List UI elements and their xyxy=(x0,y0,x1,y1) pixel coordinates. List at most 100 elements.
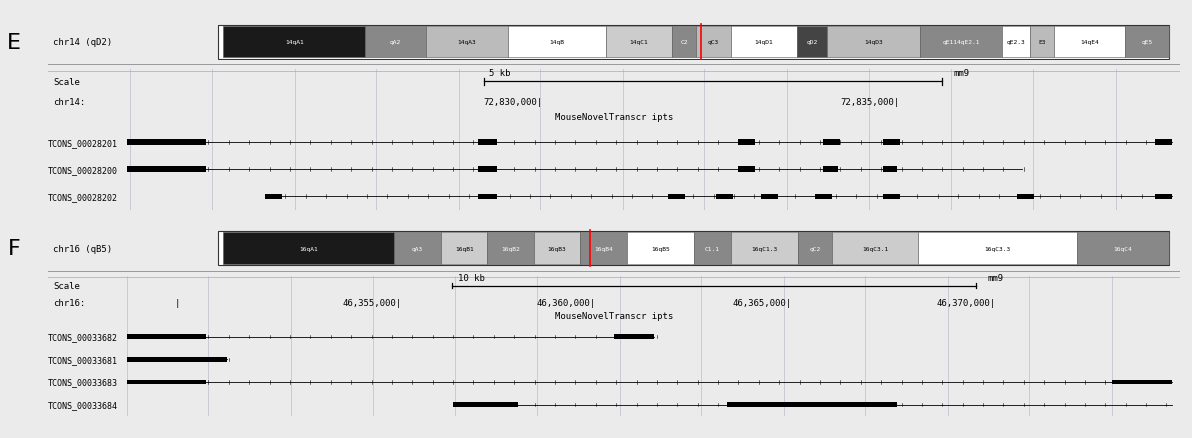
Text: 16qC3.3: 16qC3.3 xyxy=(985,246,1011,251)
Bar xyxy=(1125,27,1168,58)
Text: 16qC4: 16qC4 xyxy=(1113,246,1132,251)
Text: 72,830,000|: 72,830,000| xyxy=(484,98,542,107)
Text: qA2: qA2 xyxy=(390,40,402,45)
Bar xyxy=(223,233,395,264)
Bar xyxy=(478,140,497,145)
Text: 14qA3: 14qA3 xyxy=(458,40,476,45)
Bar xyxy=(426,27,508,58)
Bar xyxy=(1155,140,1172,145)
Bar xyxy=(827,27,920,58)
Text: E3: E3 xyxy=(1038,40,1045,45)
Bar xyxy=(883,140,900,145)
Text: C1.1: C1.1 xyxy=(704,246,720,251)
Bar xyxy=(223,27,366,58)
Bar xyxy=(760,194,778,199)
Bar xyxy=(832,233,918,264)
Text: 14qE4: 14qE4 xyxy=(1080,40,1099,45)
Text: Scale: Scale xyxy=(54,282,80,290)
Bar xyxy=(478,194,497,199)
Text: qE114qE2.1: qE114qE2.1 xyxy=(943,40,980,45)
Bar xyxy=(627,233,694,264)
Bar xyxy=(815,194,832,199)
Text: TCONS_00033684: TCONS_00033684 xyxy=(48,400,118,409)
Text: 16qC1.3: 16qC1.3 xyxy=(751,246,777,251)
Bar xyxy=(694,233,731,264)
Bar xyxy=(1078,233,1168,264)
Text: 16qA1: 16qA1 xyxy=(299,246,318,251)
Bar xyxy=(453,403,517,407)
Bar xyxy=(1155,194,1172,199)
Bar xyxy=(126,335,206,339)
Bar xyxy=(738,140,756,145)
Bar xyxy=(731,233,799,264)
Text: MouseNovelTranscr ipts: MouseNovelTranscr ipts xyxy=(554,311,673,320)
Text: C2: C2 xyxy=(681,40,688,45)
Text: chr16:: chr16: xyxy=(54,299,86,307)
Bar xyxy=(614,335,653,339)
Bar xyxy=(727,403,896,407)
Text: qC2: qC2 xyxy=(809,246,821,251)
Text: qA3: qA3 xyxy=(412,246,423,251)
Text: 16qC3.1: 16qC3.1 xyxy=(862,246,888,251)
Text: 14qD3: 14qD3 xyxy=(864,40,883,45)
Bar xyxy=(441,233,488,264)
FancyBboxPatch shape xyxy=(217,232,1168,265)
Bar xyxy=(126,167,206,173)
Text: F: F xyxy=(8,239,20,258)
Bar xyxy=(126,357,226,362)
Bar xyxy=(824,167,838,173)
Bar xyxy=(672,27,696,58)
Text: MouseNovelTranscr ipts: MouseNovelTranscr ipts xyxy=(554,113,673,122)
Text: Scale: Scale xyxy=(54,78,80,87)
Text: 16qB3: 16qB3 xyxy=(548,246,566,251)
Bar xyxy=(1054,27,1125,58)
Text: 16qB2: 16qB2 xyxy=(502,246,520,251)
Bar xyxy=(696,27,731,58)
Text: qD2: qD2 xyxy=(806,40,818,45)
Text: TCONS_00033683: TCONS_00033683 xyxy=(48,378,118,387)
Text: TCONS_00028200: TCONS_00028200 xyxy=(48,165,118,174)
Bar xyxy=(607,27,672,58)
Text: 14qB: 14qB xyxy=(550,40,565,45)
Text: 14qD1: 14qD1 xyxy=(755,40,774,45)
Text: 10 kb: 10 kb xyxy=(458,273,484,282)
Bar xyxy=(918,233,1078,264)
Text: 46,355,000|: 46,355,000| xyxy=(342,299,402,307)
FancyBboxPatch shape xyxy=(217,26,1168,60)
Bar xyxy=(731,27,796,58)
Text: 46,370,000|: 46,370,000| xyxy=(937,299,995,307)
Bar xyxy=(715,194,733,199)
Text: chr14:: chr14: xyxy=(54,98,86,107)
Text: 46,365,000|: 46,365,000| xyxy=(733,299,791,307)
Bar xyxy=(738,167,756,173)
Bar xyxy=(508,27,607,58)
Bar xyxy=(581,233,627,264)
Bar xyxy=(796,27,827,58)
Text: chr16 (qB5): chr16 (qB5) xyxy=(54,244,112,253)
Text: 46,360,000|: 46,360,000| xyxy=(536,299,596,307)
Text: TCONS_00028202: TCONS_00028202 xyxy=(48,192,118,201)
Bar xyxy=(366,27,426,58)
Text: qE5: qE5 xyxy=(1141,40,1153,45)
Text: 14qA1: 14qA1 xyxy=(285,40,304,45)
Bar xyxy=(1017,194,1033,199)
Bar xyxy=(395,233,441,264)
Bar xyxy=(799,233,832,264)
Bar xyxy=(824,140,840,145)
Text: 14qC1: 14qC1 xyxy=(629,40,648,45)
Text: |: | xyxy=(174,299,180,307)
Text: qE2.3: qE2.3 xyxy=(1007,40,1025,45)
Text: E: E xyxy=(7,33,21,53)
Text: 16qB1: 16qB1 xyxy=(455,246,473,251)
Text: 5 kb: 5 kb xyxy=(489,68,511,78)
Text: qC3: qC3 xyxy=(708,40,719,45)
Bar xyxy=(1030,27,1054,58)
Text: 16qB5: 16qB5 xyxy=(651,246,670,251)
Bar xyxy=(1112,380,1172,385)
Text: 72,835,000|: 72,835,000| xyxy=(840,98,900,107)
Bar xyxy=(669,194,685,199)
Bar xyxy=(126,140,206,145)
Bar xyxy=(478,167,497,173)
Text: TCONS_00028201: TCONS_00028201 xyxy=(48,138,118,147)
Bar xyxy=(126,380,206,385)
